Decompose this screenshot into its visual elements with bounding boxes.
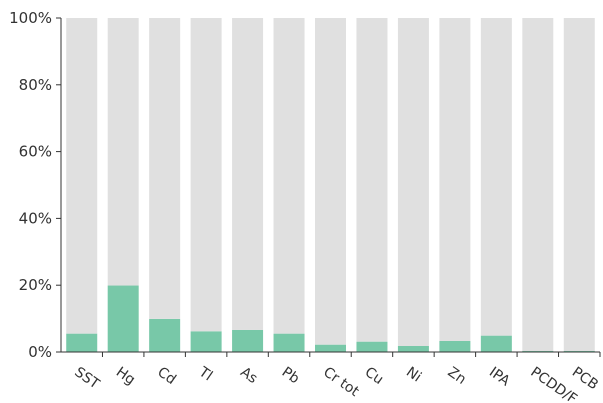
x-tick-label: Cr tot [320, 364, 362, 400]
bars-group [66, 18, 595, 352]
bar-share [66, 333, 98, 352]
bar-share [107, 285, 139, 352]
y-tick-label: 20% [19, 276, 52, 294]
x-tick-label: SST [71, 364, 102, 392]
bar-share [190, 331, 222, 352]
bar-share [232, 329, 264, 352]
x-tick-label: IPA [486, 364, 513, 390]
bar-share [273, 333, 305, 352]
bar-remainder [356, 18, 388, 342]
bar-share [397, 345, 429, 352]
x-tick-label: Tl [195, 364, 215, 385]
y-tick-label: 60% [19, 143, 52, 161]
bar-share [356, 341, 388, 352]
bar-remainder [232, 18, 264, 330]
bar-share [439, 340, 471, 352]
bar-remainder [107, 18, 139, 286]
x-tick-label: Zn [445, 364, 469, 388]
bar-share [563, 350, 595, 352]
bar-remainder [315, 18, 346, 345]
bar-remainder [273, 18, 305, 334]
bar-share [480, 335, 512, 352]
x-tick-label: Cu [362, 364, 386, 388]
bar-remainder [439, 18, 471, 341]
y-tick-label: 0% [28, 343, 52, 361]
bar-remainder [66, 18, 98, 334]
y-tick-label: 80% [19, 76, 52, 94]
bar-share [315, 344, 346, 352]
x-tick-label: Pb [279, 364, 302, 387]
x-tick-label: As [237, 364, 260, 387]
bar-remainder [563, 18, 595, 351]
bar-remainder [397, 18, 429, 346]
bar-remainder [190, 18, 222, 332]
x-tick-label: PCDD/F [528, 364, 580, 403]
bar-remainder [522, 18, 554, 351]
bar-remainder [149, 18, 181, 319]
y-axis: 0% 20% 40% 60% 80% 100% [9, 9, 62, 361]
y-tick-label: 100% [9, 9, 52, 27]
bar-remainder [480, 18, 512, 336]
bar-share [149, 318, 181, 352]
x-tick-label: PCB [569, 364, 601, 393]
x-tick-label: Hg [113, 364, 138, 388]
x-tick-label: Cd [154, 364, 178, 388]
y-tick-label: 40% [19, 209, 52, 227]
bar-share [522, 350, 554, 352]
x-tick-label: Ni [403, 364, 424, 385]
